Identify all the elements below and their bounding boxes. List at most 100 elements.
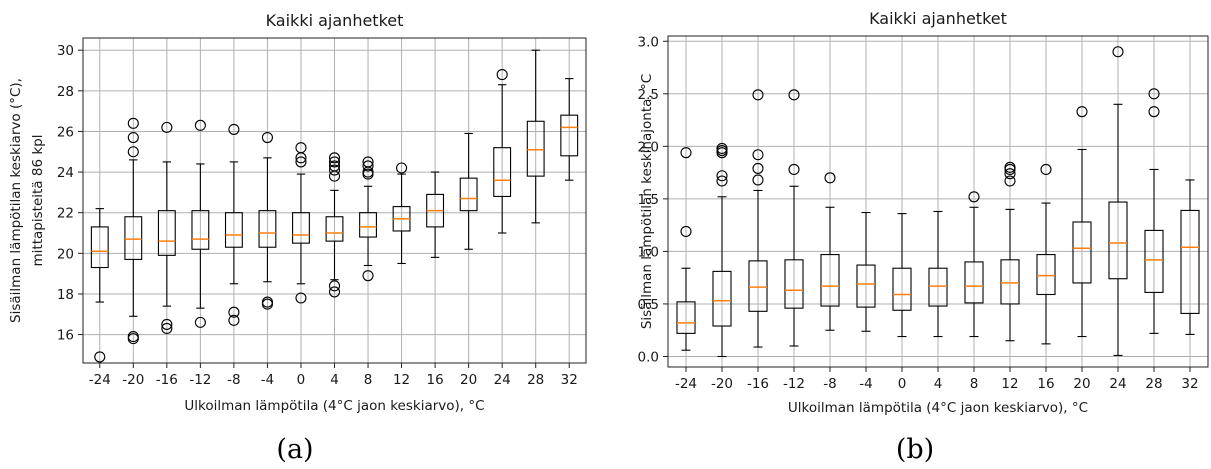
chart-b-xtick-label: -4 [859, 376, 872, 392]
chart-b-box-12 [1000, 161, 1020, 342]
outlier-point [295, 156, 307, 168]
outlier-point [127, 131, 139, 144]
chart-b-box-4 [928, 210, 948, 338]
chart-b-ytick-label: 1.5 [638, 192, 659, 208]
outlier-point [968, 191, 980, 203]
chart-a-box-16 [426, 171, 445, 258]
outlier-point [295, 142, 307, 154]
outlier-point [127, 331, 139, 343]
outlier-point [261, 296, 273, 308]
chart-b-xtick-label: 24 [1109, 376, 1126, 392]
outlier-point [295, 292, 307, 304]
chart-a-xtick-label: 20 [460, 372, 477, 388]
chart-a-box-24 [493, 69, 512, 234]
outlier-point [1004, 161, 1016, 173]
chart-a-xtick-label: 24 [494, 372, 511, 388]
iqr-box [784, 259, 804, 309]
iqr-box [1072, 221, 1092, 284]
chart-a-xtick-label: 28 [527, 372, 544, 388]
outlier-point [328, 152, 341, 164]
iqr-box [526, 120, 545, 177]
outlier-point [127, 146, 139, 158]
chart-b-xtick-label: 20 [1073, 376, 1090, 392]
chart-a-box-8 [359, 156, 377, 282]
chart-a-box-28 [526, 49, 545, 224]
chart-a-xtick-label: 0 [297, 372, 306, 388]
chart-b-xtick-label: -20 [711, 376, 733, 392]
outlier-point [261, 131, 273, 144]
outlier-point [328, 286, 341, 298]
chart-b-ytick-label: 2.5 [638, 87, 659, 103]
chart-a-xtick-label: 12 [393, 372, 410, 388]
iqr-box [359, 212, 377, 238]
chart-a-ytick-label: 22 [57, 206, 74, 222]
chart-a-xtick-label: -24 [89, 372, 111, 388]
iqr-box [1036, 254, 1056, 296]
chart-b-ytick-label: 1.0 [638, 244, 659, 260]
chart-b-ylabel-line-1: Sisäilman lämpötilan keskihajonta, °C [639, 74, 655, 329]
chart-b-box-28 [1144, 88, 1164, 334]
chart-a-xtick-label: 32 [561, 372, 578, 388]
iqr-box [1108, 201, 1128, 280]
outlier-point [94, 351, 106, 363]
outlier-point [328, 164, 341, 176]
iqr-box [493, 147, 512, 197]
chart-a-box-4 [325, 152, 344, 298]
outlier-point [716, 170, 728, 182]
iqr-box [191, 210, 210, 250]
chart-b-xtick-label: -24 [675, 376, 697, 392]
outlier-point [362, 156, 374, 168]
iqr-box [224, 212, 243, 248]
iqr-box [892, 267, 912, 311]
chart-a-ytick-label: 24 [57, 165, 74, 181]
chart-b-ytick-label: 3.0 [638, 34, 659, 50]
chart-b-box--24 [676, 147, 696, 351]
chart-b-caption: (b) [896, 434, 934, 465]
chart-a-xtick-label: 4 [330, 372, 339, 388]
chart-a-ylabel-line-2: mittapisteitä 86 kpl [30, 135, 46, 267]
outlier-point [1112, 46, 1124, 58]
chart-a-xtick-label: -20 [122, 372, 144, 388]
chart-b-box--12 [784, 89, 804, 347]
iqr-box [748, 260, 768, 312]
chart-a-box--16 [157, 121, 176, 335]
outlier-point [788, 163, 800, 176]
outlier-point [194, 119, 206, 131]
outlier-point [680, 225, 692, 237]
chart-b-ytick-label: 2.0 [638, 139, 659, 155]
iqr-box [928, 267, 948, 307]
chart-a-xtick-label: -4 [261, 372, 274, 388]
outlier-point [161, 322, 173, 335]
chart-a-box-12 [392, 162, 411, 265]
chart-a-ytick-label: 18 [57, 287, 74, 303]
chart-b-xlabel: Ulkoilman lämpötila (4°C jaon keskiarvo)… [788, 400, 1088, 416]
chart-a-ylabel-line-1: Sisäilman lämpötilan keskiarvo (°C), [8, 78, 24, 323]
chart-b-xtick-label: 0 [898, 376, 907, 392]
iqr-box [124, 216, 143, 260]
chart-a-caption: (a) [276, 434, 313, 465]
chart-a-xtick-label: -16 [156, 372, 178, 388]
chart-b-box-0 [892, 213, 912, 338]
iqr-box [1144, 229, 1164, 293]
outlier-point [752, 149, 764, 161]
chart-a-box--8 [224, 123, 243, 326]
chart-b-box-32 [1180, 179, 1200, 335]
chart-a-xtick-label: 8 [364, 372, 373, 388]
outlier-point [1076, 106, 1088, 118]
chart-a-box--20 [124, 117, 143, 345]
outlier-point [1004, 175, 1016, 187]
chart-b: -24 -20 -16 -12 -8 -4 0 4 8 12 16 20 24 28 32 0.0 0.5 1.0… [638, 9, 1209, 465]
iqr-box [258, 210, 277, 248]
chart-b-box--16 [748, 89, 768, 348]
chart-a-box-32 [560, 78, 579, 181]
outlier-point [1148, 88, 1160, 100]
chart-a-box--12 [191, 119, 210, 328]
outlier-point [1040, 163, 1052, 176]
iqr-box [459, 177, 478, 212]
outlier-point [328, 160, 341, 172]
chart-b-boxes [676, 46, 1200, 358]
outlier-point [1148, 106, 1160, 118]
chart-b-xtick-label: 28 [1145, 376, 1162, 392]
chart-a-xtick-label: 16 [427, 372, 444, 388]
chart-a-xtick-label: -8 [227, 372, 240, 388]
